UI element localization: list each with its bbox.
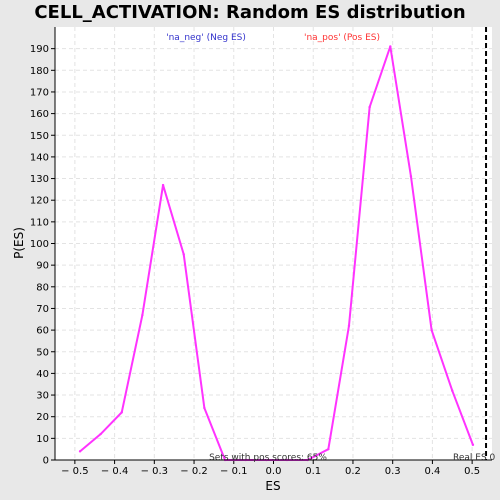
x-tick-label: − 0.4: [101, 466, 128, 477]
data-point: [471, 443, 475, 447]
y-axis-ticks: 0 10 20 30 40 50 60 70 80 90 100 110 120 130 140 150 160…: [30, 44, 55, 467]
x-tick-label: − 0.1: [220, 466, 247, 477]
neg-es-label: 'na_neg' (Neg ES): [166, 33, 246, 43]
x-tick-label: − 0.3: [141, 466, 168, 477]
y-tick-label: 20: [36, 412, 49, 423]
y-tick-label: 140: [30, 152, 49, 163]
y-tick-label: 190: [30, 44, 49, 55]
data-point: [161, 183, 165, 187]
data-point: [389, 45, 392, 48]
pos-scores-label: Sets with pos scores: 65%: [209, 453, 327, 463]
data-point: [78, 450, 82, 453]
x-tick-label: 0.1: [305, 466, 321, 477]
data-point: [451, 389, 454, 392]
y-tick-label: 150: [30, 131, 49, 142]
data-point: [141, 313, 144, 317]
data-point: [99, 432, 102, 436]
x-axis-label: ES: [265, 479, 280, 493]
y-tick-label: 120: [30, 196, 49, 207]
real-es-label: Real ES 0: [453, 453, 496, 463]
y-tick-label: 110: [30, 217, 49, 228]
x-tick-label: 0.0: [266, 466, 282, 477]
data-point: [368, 105, 371, 109]
data-point: [347, 324, 351, 327]
y-tick-label: 30: [36, 391, 49, 402]
x-tick-label: 0.2: [345, 466, 361, 477]
data-point: [182, 253, 185, 256]
y-tick-label: 100: [30, 239, 49, 250]
y-tick-label: 50: [36, 347, 49, 358]
data-points: [78, 45, 475, 462]
y-tick-label: 130: [30, 174, 49, 185]
y-tick-label: 180: [30, 66, 49, 77]
y-axis-label: P(ES): [12, 227, 26, 259]
data-point: [203, 406, 206, 410]
x-tick-label: 0.4: [424, 466, 440, 477]
y-tick-label: 60: [36, 326, 49, 337]
x-tick-label: 0.3: [385, 466, 401, 477]
data-point: [430, 328, 433, 332]
pos-es-label: 'na_pos' (Pos ES): [304, 33, 380, 43]
y-tick-label: 70: [36, 304, 49, 315]
y-tick-label: 10: [36, 434, 49, 445]
x-tick-label: 0.5: [464, 466, 480, 477]
data-point: [409, 175, 413, 178]
y-tick-label: 0: [43, 456, 49, 467]
y-tick-label: 80: [36, 282, 49, 293]
data-point: [327, 447, 330, 451]
x-axis-ticks: − 0.5 − 0.4 − 0.3 − 0.2 − 0.1 0.0 0.1 0.2 0.3 0.4…: [61, 460, 480, 477]
data-point: [120, 411, 123, 414]
x-tick-label: − 0.2: [180, 466, 207, 477]
y-tick-label: 90: [36, 261, 49, 272]
x-tick-label: − 0.5: [61, 466, 88, 477]
y-tick-label: 170: [30, 87, 49, 98]
y-tick-label: 160: [30, 109, 49, 120]
chart-title: CELL_ACTIVATION: Random ES distribution: [34, 2, 465, 23]
y-tick-label: 40: [36, 369, 49, 380]
grid: [55, 27, 492, 461]
